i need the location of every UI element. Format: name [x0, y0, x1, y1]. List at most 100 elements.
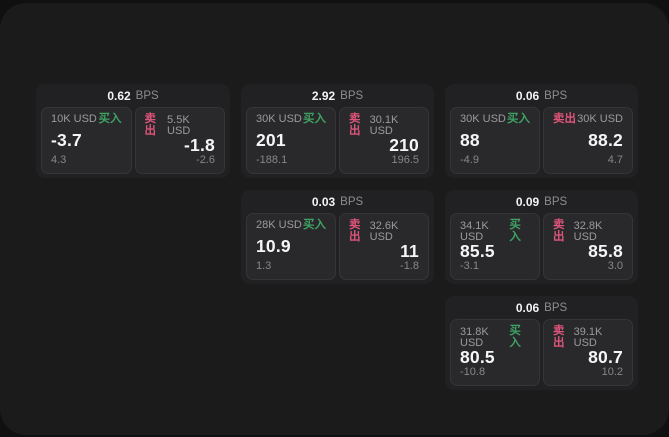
sell-notional: 39.1K USD — [573, 325, 603, 349]
buy-price: 201 — [256, 129, 286, 150]
bps-unit-label: BPS — [135, 89, 159, 102]
sell-quote-tile[interactable]: 卖出 5.5K USD -1.8 -2.6 — [134, 107, 225, 174]
buy-quote-tile[interactable]: 10K USD 买入 -3.7 4.3 — [41, 107, 132, 174]
sell-tile-header: 卖出 32.8K USD — [553, 219, 623, 243]
sell-tile-header: 卖出 30K USD — [553, 113, 623, 126]
buy-tile-header: 30K USD 买入 — [460, 113, 530, 126]
bps-value: 0.62 — [107, 88, 131, 103]
sell-delta: -1.8 — [400, 260, 419, 272]
quote-body: 28K USD 买入 10.9 1.3 卖出 32.6K USD 11 -1.8 — [246, 213, 429, 280]
bps-value: 0.06 — [515, 300, 540, 315]
quote-body: 30K USD 买入 201 -188.1 卖出 30.1K USD 210 1… — [246, 107, 429, 174]
buy-price: 80.5 — [460, 347, 495, 368]
sell-quote-tile[interactable]: 卖出 32.6K USD 11 -1.8 — [339, 213, 429, 280]
sell-price: 88.2 — [588, 129, 623, 150]
buy-quote-tile[interactable]: 31.8K USD 买入 80.5 -10.8 — [450, 319, 540, 386]
sell-delta: 196.5 — [391, 154, 419, 166]
sell-tag: 卖出 — [349, 219, 361, 243]
bps-header: 0.06 BPS — [450, 84, 633, 107]
quote-card: 0.62 BPS 10K USD 买入 -3.7 4.3 卖出 5.5K USD — [36, 84, 230, 178]
sell-price: 11 — [400, 241, 419, 262]
sell-quote-tile[interactable]: 卖出 30.1K USD 210 196.5 — [339, 107, 429, 174]
buy-tag: 买入 — [509, 325, 521, 349]
bps-unit-label: BPS — [544, 195, 568, 208]
buy-notional: 30K USD — [256, 113, 302, 126]
buy-notional: 10K USD — [51, 113, 97, 126]
bps-header: 0.06 BPS — [450, 296, 633, 319]
sell-notional: 5.5K USD — [167, 113, 191, 137]
sell-tag: 卖出 — [144, 113, 157, 137]
bps-value: 2.92 — [311, 88, 336, 103]
sell-quote-tile[interactable]: 卖出 30K USD 88.2 4.7 — [543, 107, 633, 174]
buy-price: 88 — [460, 129, 480, 150]
quote-card: 0.03 BPS 28K USD 买入 10.9 1.3 卖出 32.6K US… — [241, 190, 434, 284]
quote-body: 31.8K USD 买入 80.5 -10.8 卖出 39.1K USD 80.… — [450, 319, 633, 386]
sell-tile-header: 卖出 30.1K USD — [349, 113, 419, 137]
sell-price: 85.8 — [588, 241, 623, 262]
bps-header: 0.62 BPS — [41, 84, 225, 107]
sell-price: 210 — [389, 135, 419, 156]
buy-tile-header: 31.8K USD 买入 — [460, 325, 530, 349]
bps-value: 0.03 — [311, 194, 336, 209]
buy-tag: 买入 — [303, 113, 326, 125]
sell-tile-header: 卖出 32.6K USD — [349, 219, 419, 243]
buy-delta: -3.1 — [460, 260, 479, 272]
sell-delta: -2.6 — [196, 154, 215, 166]
buy-delta: -10.8 — [460, 366, 486, 378]
sell-delta: 4.7 — [607, 154, 623, 166]
sell-quote-tile[interactable]: 卖出 32.8K USD 85.8 3.0 — [543, 213, 633, 280]
sell-delta: 3.0 — [607, 260, 623, 272]
buy-tile-header: 28K USD 买入 — [256, 219, 326, 232]
quote-card: 0.09 BPS 34.1K USD 买入 85.5 -3.1 卖出 32.8K… — [445, 190, 638, 284]
quote-card-grid: 0.62 BPS 10K USD 买入 -3.7 4.3 卖出 5.5K USD — [36, 84, 638, 390]
quote-body: 34.1K USD 买入 85.5 -3.1 卖出 32.8K USD 85.8… — [450, 213, 633, 280]
sell-tag: 卖出 — [553, 113, 576, 125]
quote-card: 0.06 BPS 31.8K USD 买入 80.5 -10.8 卖出 39.1… — [445, 296, 638, 390]
buy-quote-tile[interactable]: 28K USD 买入 10.9 1.3 — [246, 213, 336, 280]
buy-price: 10.9 — [256, 235, 291, 256]
buy-notional: 30K USD — [460, 113, 506, 126]
buy-tile-header: 30K USD 买入 — [256, 113, 326, 126]
sell-notional: 32.6K USD — [369, 219, 399, 243]
buy-quote-tile[interactable]: 34.1K USD 买入 85.5 -3.1 — [450, 213, 540, 280]
bps-header: 0.03 BPS — [246, 190, 429, 213]
bps-unit-label: BPS — [340, 195, 364, 208]
buy-quote-tile[interactable]: 30K USD 买入 201 -188.1 — [246, 107, 336, 174]
sell-price: 80.7 — [588, 347, 623, 368]
buy-tag: 买入 — [303, 219, 326, 231]
buy-tag: 买入 — [507, 113, 530, 125]
quote-card: 2.92 BPS 30K USD 买入 201 -188.1 卖出 30.1K … — [241, 84, 434, 178]
buy-price: -3.7 — [51, 129, 82, 150]
sell-price: -1.8 — [184, 135, 215, 156]
bps-unit-label: BPS — [544, 301, 568, 314]
sell-tag: 卖出 — [553, 325, 565, 349]
buy-tag: 买入 — [509, 219, 521, 243]
main-panel: 0.62 BPS 10K USD 买入 -3.7 4.3 卖出 5.5K USD — [0, 3, 669, 435]
buy-delta: 4.3 — [51, 154, 67, 166]
buy-delta: -188.1 — [256, 154, 288, 166]
sell-tile-header: 卖出 39.1K USD — [553, 325, 623, 349]
buy-price: 85.5 — [460, 241, 495, 262]
bps-unit-label: BPS — [340, 89, 364, 102]
buy-notional: 28K USD — [256, 219, 302, 232]
sell-tile-header: 卖出 5.5K USD — [144, 113, 216, 137]
quote-body: 10K USD 买入 -3.7 4.3 卖出 5.5K USD -1.8 -2.… — [41, 107, 225, 174]
sell-notional: 32.8K USD — [573, 219, 603, 243]
buy-tag: 买入 — [98, 113, 122, 125]
bps-header: 2.92 BPS — [246, 84, 429, 107]
bps-header: 0.09 BPS — [450, 190, 633, 213]
buy-notional: 34.1K USD — [460, 219, 489, 243]
buy-delta: 1.3 — [256, 260, 272, 272]
quote-body: 30K USD 买入 88 -4.9 卖出 30K USD 88.2 4.7 — [450, 107, 633, 174]
sell-quote-tile[interactable]: 卖出 39.1K USD 80.7 10.2 — [543, 319, 633, 386]
buy-tile-header: 34.1K USD 买入 — [460, 219, 530, 243]
sell-tag: 卖出 — [349, 113, 361, 137]
sell-notional: 30.1K USD — [369, 113, 399, 137]
buy-delta: -4.9 — [460, 154, 479, 166]
sell-delta: 10.2 — [601, 366, 623, 378]
buy-tile-header: 10K USD 买入 — [51, 113, 122, 126]
bps-value: 0.09 — [515, 194, 540, 209]
bps-value: 0.06 — [515, 88, 540, 103]
buy-quote-tile[interactable]: 30K USD 买入 88 -4.9 — [450, 107, 540, 174]
